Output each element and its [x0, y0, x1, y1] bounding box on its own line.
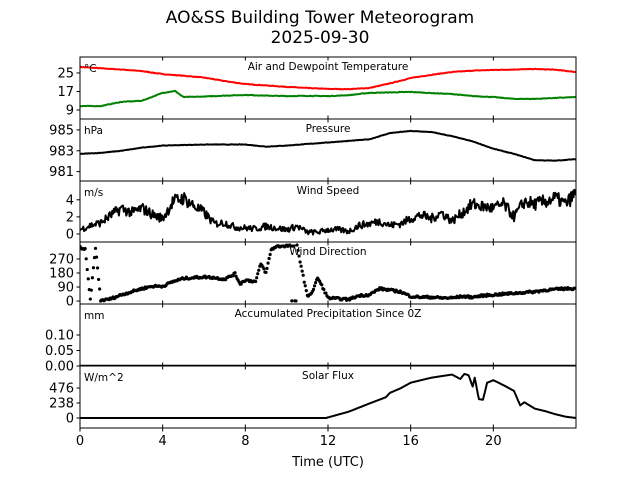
wind-direction-point [298, 260, 302, 264]
wind-direction-point [90, 276, 94, 280]
series-line-pressure [80, 129, 576, 162]
series-line-dewpoint [80, 89, 576, 108]
wind-direction-point [231, 274, 235, 278]
wind-direction-point [266, 261, 270, 265]
panel-precipitation: 0.000.050.10 Accumulated Precipitation Si… [45, 303, 577, 375]
y-tick-label: 0 [66, 227, 74, 242]
wind-direction-point [295, 243, 299, 247]
wind-direction-point [300, 269, 304, 273]
wind-direction-point [255, 276, 259, 280]
wind-direction-point [312, 284, 317, 288]
x-tick-label: 0 [76, 434, 84, 449]
panel-title: Solar Flux [302, 370, 354, 382]
series-line-wind-speed [80, 188, 576, 236]
wind-direction-point [573, 286, 576, 290]
wind-direction-point [88, 297, 92, 301]
y-tick-label: 180 [49, 267, 74, 282]
wind-direction-point [314, 280, 318, 285]
y-tick-label: 2 [66, 210, 74, 225]
y-tick-label: 981 [49, 165, 74, 180]
wind-direction-point [304, 289, 308, 293]
wind-direction-point [290, 299, 294, 303]
panel-title: Wind Direction [289, 246, 366, 258]
wind-direction-point [95, 266, 100, 270]
panel-title: Pressure [306, 123, 351, 135]
y-tick-label: 17 [57, 85, 74, 100]
panel-unit: hPa [84, 125, 103, 137]
wind-direction-point [311, 287, 316, 291]
panel-title: Accumulated Precipitation Since 0Z [235, 308, 422, 320]
panel-title: Air and Dewpoint Temperature [248, 61, 409, 73]
panel-title: Wind Speed [297, 185, 360, 197]
wind-direction-point [98, 287, 102, 291]
wind-direction-point [268, 252, 272, 257]
chart-subtitle: 2025-09-30 [270, 28, 370, 48]
wind-direction-point [322, 287, 326, 292]
y-tick-label: 0.00 [45, 360, 74, 375]
wind-direction-point [91, 266, 96, 270]
y-tick-label: 0 [66, 411, 74, 426]
panel-pressure: 981 983 985 Pressure hPa [49, 118, 577, 182]
x-tick-label: 20 [485, 434, 502, 449]
y-tick-label: 0.10 [45, 329, 74, 344]
x-tick-label: 12 [320, 434, 337, 449]
wind-direction-point [262, 267, 266, 271]
wind-direction-point [303, 284, 307, 288]
wind-direction-point [93, 246, 98, 250]
panel-unit: W/m^2 [84, 372, 124, 384]
wind-direction-point [292, 244, 296, 248]
y-tick-label: 0 [66, 295, 74, 310]
y-tick-label: 9 [66, 103, 74, 118]
wind-direction-point [301, 273, 305, 277]
wind-direction-point [265, 266, 269, 270]
wind-direction-point [256, 272, 260, 276]
panel-unit: °C [84, 63, 97, 75]
wind-direction-point [83, 247, 87, 251]
wind-direction-point [264, 270, 268, 274]
wind-direction-point [97, 277, 101, 282]
y-tick-label: 25 [57, 66, 74, 81]
y-tick-label: 0.05 [45, 344, 74, 359]
panel-wind-speed: 0 2 4 Wind Speed m/s [66, 180, 577, 243]
series-line-solar-flux [80, 372, 576, 419]
wind-direction-point [233, 271, 237, 275]
wind-direction-point [85, 267, 89, 272]
series-line-air-temperature [80, 65, 576, 91]
y-tick-label: 238 [49, 397, 74, 412]
wind-direction-point [296, 248, 300, 252]
wind-direction-point [94, 255, 99, 259]
y-tick-label: 983 [49, 144, 74, 159]
wind-direction-point [302, 280, 306, 284]
y-tick-label: 476 [49, 382, 74, 397]
wind-direction-point [320, 283, 324, 287]
wind-direction-point [86, 277, 90, 281]
wind-direction-point [84, 257, 88, 261]
y-tick-label: 270 [49, 252, 74, 267]
wind-direction-point [89, 288, 93, 292]
wind-direction-point [324, 291, 328, 295]
wind-direction-point [294, 299, 298, 303]
x-tick-label: 4 [159, 434, 167, 449]
y-tick-label: 90 [57, 281, 74, 296]
chart-title: AO&SS Building Tower Meteorogram [165, 8, 475, 28]
wind-direction-point [254, 279, 258, 284]
wind-direction-point [267, 256, 271, 261]
panel-unit: m/s [84, 187, 103, 199]
wind-direction-point [299, 264, 303, 268]
x-tick-label: 16 [402, 434, 419, 449]
wind-direction-point [297, 254, 301, 258]
wind-direction-point [257, 268, 261, 272]
panel-temperature: 9 17 25 Air and Dewpoint Temperature °C [57, 56, 577, 120]
x-tick-label: 8 [241, 434, 249, 449]
x-axis-label: Time (UTC) [291, 455, 364, 470]
y-tick-label: 985 [49, 123, 74, 138]
panel-unit: mm [84, 310, 104, 322]
y-tick-label: 4 [66, 193, 74, 208]
